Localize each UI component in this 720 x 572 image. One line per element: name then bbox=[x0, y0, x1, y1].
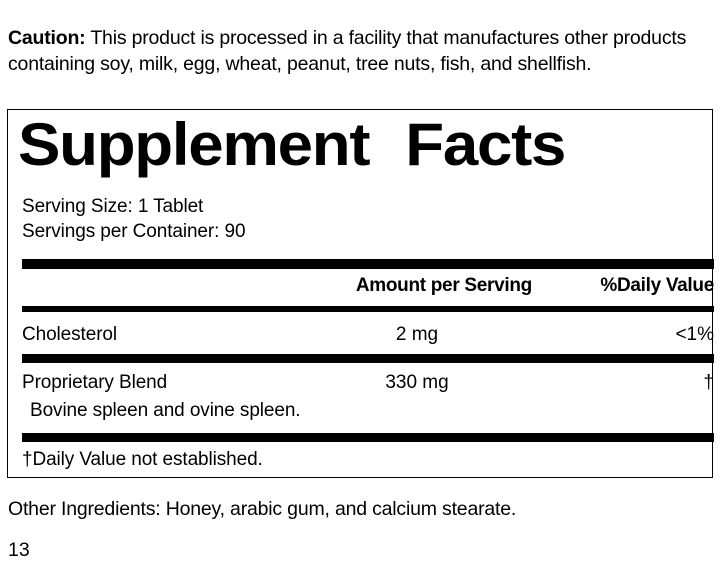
serving-size-line: Serving Size: 1 Tablet bbox=[22, 196, 204, 217]
title-word-supplement: Supplement bbox=[18, 111, 371, 178]
nutrient-daily-value: † bbox=[703, 372, 714, 393]
page-number: 13 bbox=[8, 539, 30, 561]
caution-text: This product is processed in a facility … bbox=[8, 26, 687, 75]
daily-value-footnote: †Daily Value not established. bbox=[22, 449, 263, 470]
rule-above-footnote bbox=[22, 433, 714, 442]
caution-label: Caution: bbox=[8, 26, 86, 49]
table-row: Proprietary Blend 330 mg † bbox=[22, 368, 714, 398]
title-word-facts: Facts bbox=[405, 111, 566, 178]
rule-below-cholesterol bbox=[22, 354, 714, 363]
rule-below-column-headers bbox=[22, 306, 714, 312]
nutrient-amount: 2 mg bbox=[395, 324, 439, 345]
nutrient-name: Proprietary Blend bbox=[22, 372, 168, 393]
servings-per-container-line: Servings per Container: 90 bbox=[22, 221, 246, 242]
other-ingredients-line: Other Ingredients: Honey, arabic gum, an… bbox=[8, 498, 517, 520]
proprietary-blend-ingredients: Bovine spleen and ovine spleen. bbox=[30, 400, 301, 421]
rule-above-column-headers bbox=[22, 259, 714, 269]
supplement-facts-title: Supplement Facts bbox=[18, 112, 720, 178]
nutrient-amount: 330 mg bbox=[385, 372, 449, 393]
supplement-facts-panel: Supplement Facts Serving Size: 1 Tablet S… bbox=[7, 109, 714, 478]
nutrient-name: Cholesterol bbox=[22, 324, 118, 345]
table-row: Cholesterol 2 mg <1% bbox=[22, 320, 714, 350]
caution-paragraph: Caution: This product is processed in a … bbox=[8, 25, 708, 77]
supplement-facts-inner: Supplement Facts Serving Size: 1 Tablet S… bbox=[16, 110, 714, 477]
nutrient-daily-value: <1% bbox=[675, 324, 714, 345]
column-header-amount: Amount per Serving bbox=[355, 275, 532, 296]
table-header-row: Amount per Serving %Daily Value bbox=[22, 271, 714, 301]
column-header-daily-value: %Daily Value bbox=[600, 275, 714, 296]
